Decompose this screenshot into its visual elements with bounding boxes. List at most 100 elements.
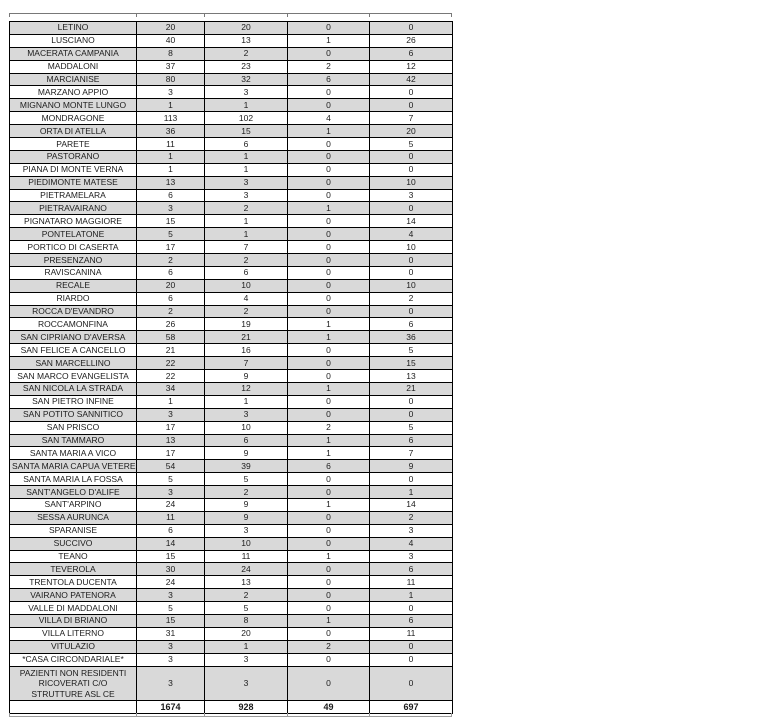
value-cell: 9 [369, 459, 453, 474]
municipality-cell: TEVEROLA [9, 562, 137, 577]
value-cell: 0 [287, 601, 370, 615]
value-cell: 7 [369, 111, 453, 126]
value-cell: 6 [287, 459, 370, 474]
table-row: LUSCIANO 40 13 1 26 [9, 33, 453, 48]
value-cell: 0 [287, 485, 370, 499]
municipality-cell: SANT'ARPINO [9, 497, 137, 512]
table-row: SANTA MARIA A VICO 17 9 1 7 [9, 446, 453, 461]
value-cell: 0 [287, 291, 370, 306]
value-cell: 7 [204, 356, 288, 371]
table-row: MONDRAGONE 113 102 4 7 [9, 111, 453, 126]
value-cell: 2 [287, 59, 370, 74]
table-row: SAN PRISCO 17 10 2 5 [9, 420, 453, 435]
value-cell: 0 [287, 278, 370, 293]
table-row: PIETRAMELARA 6 3 0 3 [9, 188, 453, 203]
totals-label-cell [9, 700, 137, 715]
value-cell: 1 [287, 497, 370, 512]
value-cell: 0 [287, 356, 370, 371]
value-cell: 37 [136, 59, 205, 74]
municipality-cell: ORTA DI ATELLA [9, 124, 137, 139]
value-cell: 3 [204, 523, 288, 538]
value-cell: 11 [136, 510, 205, 525]
value-cell: 0 [287, 510, 370, 525]
value-cell: 14 [136, 536, 205, 551]
municipality-cell: PORTICO DI CASERTA [9, 240, 137, 255]
value-cell: 3 [369, 549, 453, 564]
value-cell: 2 [204, 304, 288, 319]
value-cell: 17 [136, 420, 205, 435]
value-cell: 1 [204, 227, 288, 242]
municipality-cell: MARZANO APPIO [9, 85, 137, 100]
value-cell: 9 [204, 510, 288, 525]
totals-row: 1674 928 49 697 [9, 700, 453, 715]
municipality-cell: SAN FELICE A CANCELLO [9, 343, 137, 358]
value-cell: 1 [136, 98, 205, 113]
value-cell: 0 [287, 407, 370, 422]
value-cell: 0 [287, 343, 370, 358]
value-cell: 3 [136, 665, 205, 702]
value-cell: 0 [369, 639, 453, 654]
value-cell: 10 [204, 278, 288, 293]
value-cell: 6 [369, 562, 453, 577]
municipality-cell: PIETRAVAIRANO [9, 201, 137, 216]
municipality-cell: TRENTOLA DUCENTA [9, 575, 137, 590]
table-row: TEANO 15 11 1 3 [9, 549, 453, 564]
municipality-cell: SANTA MARIA LA FOSSA [9, 472, 137, 487]
value-cell: 2 [204, 201, 288, 216]
value-cell: 0 [287, 21, 370, 35]
value-cell: 1 [287, 33, 370, 48]
value-cell: 3 [136, 407, 205, 422]
value-cell: 5 [204, 472, 288, 487]
value-cell: 39 [204, 459, 288, 474]
municipality-cell: SPARANISE [9, 523, 137, 538]
table-row: MIGNANO MONTE LUNGO 1 1 0 0 [9, 98, 453, 113]
table-row: SAN MARCELLINO 22 7 0 15 [9, 356, 453, 371]
value-cell: 0 [287, 536, 370, 551]
value-cell: 21 [204, 330, 288, 345]
value-cell: 3 [204, 175, 288, 190]
value-cell: 16 [204, 343, 288, 358]
value-cell: 0 [369, 149, 453, 164]
value-cell: 1 [287, 433, 370, 448]
value-cell: 0 [287, 562, 370, 577]
municipality-cell: PONTELATONE [9, 227, 137, 242]
value-cell: 32 [204, 72, 288, 87]
value-cell: 1 [136, 394, 205, 409]
value-cell: 0 [287, 162, 370, 177]
value-cell: 26 [369, 33, 453, 48]
value-cell: 2 [204, 588, 288, 603]
table-row: PIETRAVAIRANO 3 2 1 0 [9, 201, 453, 216]
table-row: VITULAZIO 3 1 2 0 [9, 639, 453, 654]
municipality-cell: VILLA LITERNO [9, 626, 137, 641]
value-cell: 0 [369, 472, 453, 487]
table-row: SPARANISE 6 3 0 3 [9, 523, 453, 538]
value-cell: 0 [287, 265, 370, 280]
value-cell: 6 [136, 291, 205, 306]
municipality-cell: SAN TAMMARO [9, 433, 137, 448]
table-row: ROCCA D'EVANDRO 2 2 0 0 [9, 304, 453, 319]
value-cell: 6 [369, 613, 453, 628]
value-cell: 13 [204, 33, 288, 48]
value-cell: 2 [287, 420, 370, 435]
value-cell: 19 [204, 317, 288, 332]
value-cell: 1 [204, 149, 288, 164]
table-row: SESSA AURUNCA 11 9 0 2 [9, 510, 453, 525]
value-cell: 0 [369, 665, 453, 702]
table-row: LETINO 20 20 0 0 [9, 21, 453, 35]
value-cell: 3 [204, 85, 288, 100]
value-cell: 102 [204, 111, 288, 126]
value-cell: 0 [287, 369, 370, 383]
value-cell: 0 [287, 46, 370, 61]
table-row: SANT'ARPINO 24 9 1 14 [9, 497, 453, 512]
total-value-cell: 49 [287, 700, 370, 715]
value-cell: 10 [369, 175, 453, 190]
table-row: SAN POTITO SANNITICO 3 3 0 0 [9, 407, 453, 422]
value-cell: 24 [136, 575, 205, 590]
value-cell: 6 [136, 523, 205, 538]
value-cell: 3 [204, 665, 288, 702]
municipality-cell: MACERATA CAMPANIA [9, 46, 137, 61]
value-cell: 4 [369, 227, 453, 242]
value-cell: 21 [136, 343, 205, 358]
table-row: PIEDIMONTE MATESE 13 3 0 10 [9, 175, 453, 190]
value-cell: 2 [136, 253, 205, 267]
